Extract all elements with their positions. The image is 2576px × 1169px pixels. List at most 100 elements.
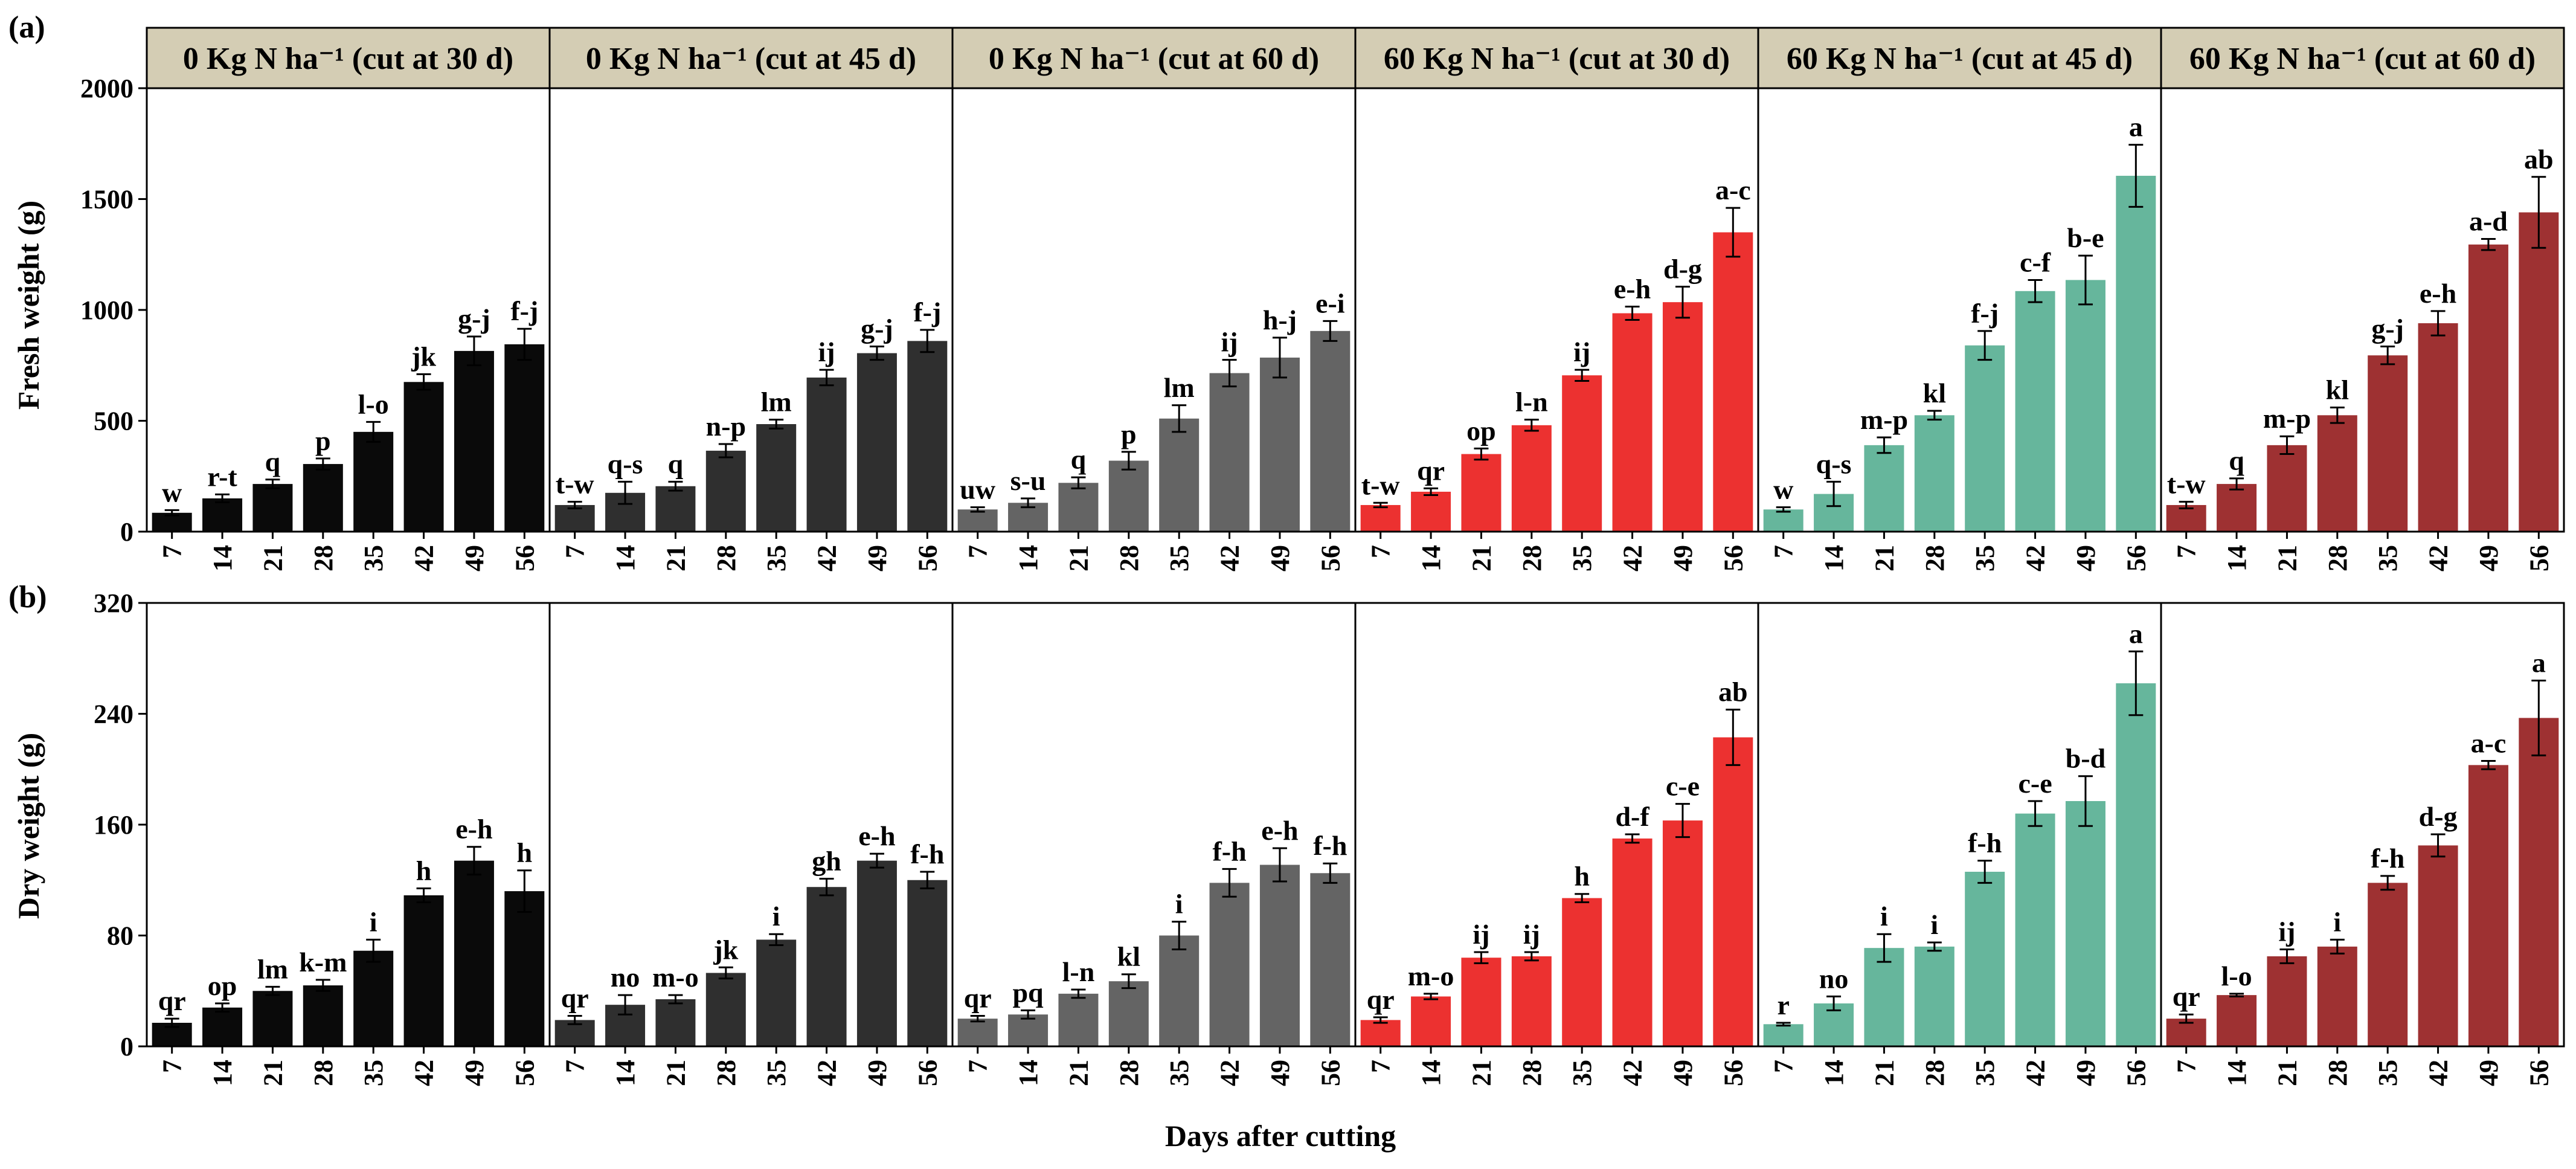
facet-strip-title-3: 0 Kg N ha⁻¹ (cut at 60 d) bbox=[989, 42, 1319, 76]
dry-significance-label: h bbox=[517, 837, 533, 868]
dry-bar-facet1-day14 bbox=[202, 1007, 243, 1046]
dry-bar-facet3-day35 bbox=[1159, 935, 1200, 1046]
dry-bar-facet6-day49 bbox=[2468, 765, 2508, 1046]
dry-x-tick-label: 21 bbox=[1064, 1060, 1093, 1086]
fresh-significance-label: a-c bbox=[1715, 175, 1751, 205]
panel-a-label: (a) bbox=[8, 10, 45, 45]
dry-bar-facet6-day35 bbox=[2368, 883, 2408, 1046]
fresh-x-tick-label: 28 bbox=[1517, 545, 1547, 572]
fresh-bar-facet3-day56 bbox=[1310, 330, 1351, 532]
dry-bar-facet1-day42 bbox=[403, 895, 444, 1046]
dry-significance-label: h bbox=[416, 855, 432, 886]
fresh-bar-facet3-day28 bbox=[1108, 460, 1149, 532]
fresh-x-tick-label: 7 bbox=[560, 545, 590, 558]
fresh-significance-label: e-h bbox=[2420, 278, 2456, 309]
dry-x-tick-label: 14 bbox=[2222, 1060, 2252, 1086]
fresh-x-tick-label: 56 bbox=[2121, 545, 2151, 572]
fresh-significance-label: g-j bbox=[861, 314, 893, 344]
fresh-significance-label: q bbox=[2229, 445, 2244, 476]
dry-significance-label: c-e bbox=[2018, 768, 2052, 799]
fresh-bar-facet4-day21 bbox=[1461, 454, 1502, 532]
dry-significance-label: kl bbox=[1117, 941, 1140, 972]
dry-bar-facet3-day14 bbox=[1008, 1014, 1049, 1046]
dry-significance-label: f-h bbox=[2371, 843, 2404, 874]
fresh-significance-label: l-o bbox=[358, 388, 389, 419]
fresh-bar-facet2-day49 bbox=[856, 353, 897, 532]
fresh-x-tick-label: 49 bbox=[2071, 545, 2101, 572]
dry-x-tick-label: 7 bbox=[1769, 1060, 1799, 1073]
fresh-significance-label: e-h bbox=[1614, 273, 1651, 304]
fresh-bar-facet1-day35 bbox=[353, 431, 394, 532]
fresh-bar-facet3-day49 bbox=[1259, 357, 1300, 532]
fresh-bar-facet2-day7 bbox=[554, 504, 595, 532]
fresh-bar-facet1-day28 bbox=[303, 464, 343, 532]
fresh-significance-label: q bbox=[1071, 444, 1087, 475]
fresh-x-tick-label: 14 bbox=[1013, 545, 1043, 572]
dry-bar-facet5-day7 bbox=[1763, 1024, 1804, 1046]
fresh-x-tick-label: 49 bbox=[862, 545, 892, 572]
fresh-bar-facet5-day49 bbox=[2065, 280, 2105, 532]
fresh-significance-label: h-j bbox=[1263, 304, 1297, 335]
fresh-x-tick-label: 49 bbox=[1668, 545, 1698, 572]
fresh-x-tick-label: 35 bbox=[1970, 545, 2000, 572]
dry-x-tick-label: 49 bbox=[1265, 1060, 1295, 1086]
fresh-bar-facet5-day35 bbox=[1965, 345, 2005, 532]
dry-significance-label: ij bbox=[1523, 919, 1540, 950]
facet-strip-1 bbox=[146, 27, 551, 89]
dry-x-tick-label: 21 bbox=[258, 1060, 287, 1086]
fresh-significance-label: b-e bbox=[2067, 222, 2104, 253]
dry-x-tick-label: 28 bbox=[1920, 1060, 1950, 1086]
dry-significance-label: i bbox=[772, 901, 780, 932]
dry-x-tick-label: 14 bbox=[1416, 1060, 1446, 1086]
fresh-x-tick-label: 49 bbox=[2474, 545, 2504, 572]
dry-bar-facet4-day14 bbox=[1411, 996, 1451, 1046]
fresh-x-tick-label: 7 bbox=[1769, 545, 1799, 558]
facet-strip-title-2: 0 Kg N ha⁻¹ (cut at 45 d) bbox=[586, 42, 916, 76]
dry-significance-label: ij bbox=[2278, 916, 2295, 947]
dry-bar-facet6-day42 bbox=[2418, 845, 2458, 1046]
dry-bar-facet3-day28 bbox=[1108, 981, 1149, 1046]
fresh-significance-label: kl bbox=[1923, 378, 1946, 408]
fresh-x-tick-label: 7 bbox=[963, 545, 993, 558]
fresh-significance-label: t-w bbox=[2167, 468, 2206, 499]
dry-bar-facet2-day35 bbox=[756, 939, 797, 1046]
dry-significance-label: pq bbox=[1012, 977, 1044, 1008]
fresh-bar-facet4-day42 bbox=[1612, 313, 1653, 532]
dry-bar-facet6-day14 bbox=[2217, 995, 2257, 1046]
dry-bar-facet6-day28 bbox=[2317, 946, 2357, 1046]
dry-x-tick-label: 56 bbox=[913, 1060, 942, 1086]
fresh-bar-facet6-day56 bbox=[2519, 212, 2559, 532]
dry-x-tick-label: 21 bbox=[661, 1060, 690, 1086]
dry-x-tick-label: 56 bbox=[1315, 1060, 1345, 1086]
fresh-bar-facet1-day56 bbox=[504, 344, 545, 532]
fresh-bar-facet1-day49 bbox=[454, 350, 494, 532]
dry-x-tick-label: 56 bbox=[1718, 1060, 1748, 1086]
fresh-bar-facet1-day14 bbox=[202, 498, 243, 532]
fresh-bar-facet6-day28 bbox=[2317, 415, 2357, 532]
dry-x-tick-label: 7 bbox=[2172, 1060, 2202, 1073]
dry-bar-facet3-day42 bbox=[1209, 883, 1250, 1046]
fresh-significance-label: uw bbox=[960, 474, 995, 505]
dry-x-tick-label: 56 bbox=[2121, 1060, 2151, 1086]
fresh-significance-label: t-w bbox=[556, 468, 594, 499]
dry-significance-label: a-c bbox=[2471, 727, 2507, 758]
fresh-x-tick-label: 49 bbox=[460, 545, 489, 572]
fresh-x-tick-label: 7 bbox=[1366, 545, 1396, 558]
fresh-x-tick-label: 56 bbox=[2524, 545, 2554, 572]
dry-significance-label: e-h bbox=[455, 814, 492, 845]
dry-y-tick-label: 160 bbox=[94, 810, 133, 840]
dry-significance-label: h bbox=[1574, 861, 1590, 892]
dry-x-tick-label: 42 bbox=[410, 1060, 439, 1086]
dry-significance-label: lm bbox=[257, 953, 288, 984]
fresh-bar-facet4-day49 bbox=[1662, 302, 1703, 532]
fresh-significance-label: w bbox=[1773, 474, 1793, 505]
dry-bar-facet4-day28 bbox=[1511, 956, 1552, 1046]
dry-bar-facet3-day49 bbox=[1259, 865, 1300, 1046]
fresh-significance-label: a-d bbox=[2469, 206, 2508, 237]
dry-bar-facet2-day21 bbox=[655, 999, 696, 1046]
dry-bar-facet4-day49 bbox=[1662, 820, 1703, 1046]
fresh-bar-facet6-day7 bbox=[2166, 504, 2206, 532]
fresh-x-tick-label: 35 bbox=[1567, 545, 1597, 572]
dry-x-tick-label: 42 bbox=[2021, 1060, 2051, 1086]
